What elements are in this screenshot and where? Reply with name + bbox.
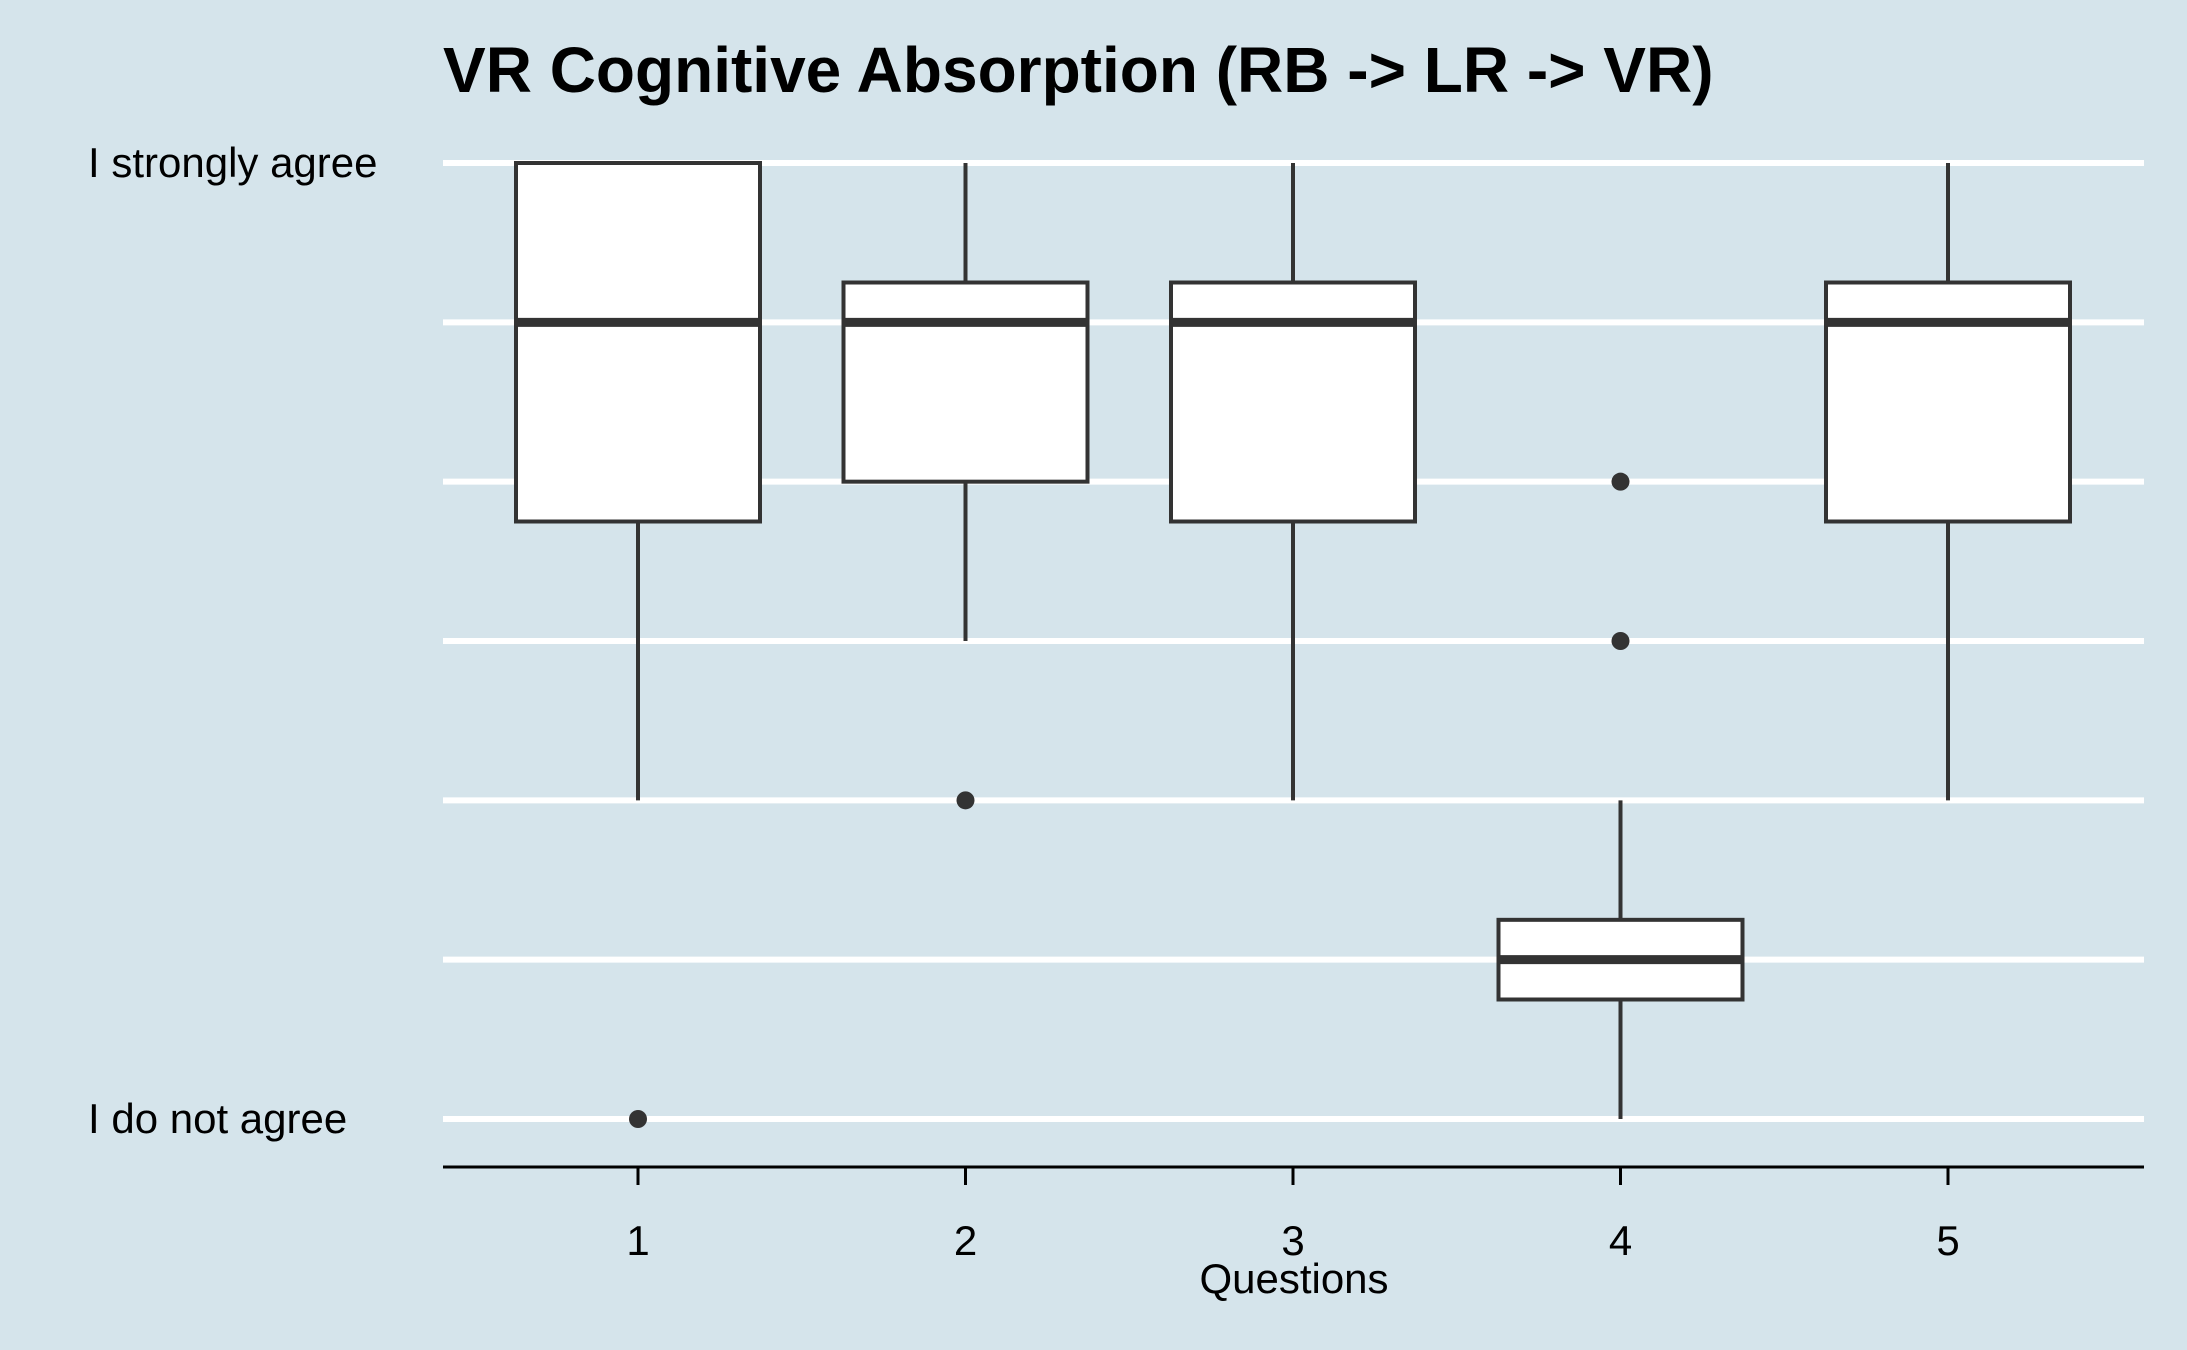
box-1 [514,161,762,1128]
x-tick-label: 1 [626,1217,649,1264]
box-3 [1169,163,1417,801]
outlier-point [956,791,975,810]
x-tick-label: 2 [954,1217,977,1264]
box-body [514,161,762,524]
y-axis-labels: I strongly agree I do not agree [88,139,378,1142]
box-body [841,280,1090,484]
y-tick-label: I strongly agree [88,139,378,186]
box-4 [1496,472,1745,1119]
x-axis-label: Questions [1199,1255,1388,1302]
chart-title: VR Cognitive Absorption (RB -> LR -> VR) [443,34,1714,106]
y-tick-label: I do not agree [88,1095,347,1142]
outlier-point [1611,632,1630,650]
x-axis: 1 2 3 4 5 [443,1165,2144,1264]
x-tick-label: 5 [1936,1217,1959,1264]
x-tick-label: 3 [1281,1217,1304,1264]
box-2 [841,163,1090,810]
boxes [514,161,2072,1128]
x-tick-label: 4 [1609,1217,1632,1264]
box-5 [1824,163,2072,801]
outlier-point [629,1110,647,1128]
outlier-point [1611,472,1630,491]
